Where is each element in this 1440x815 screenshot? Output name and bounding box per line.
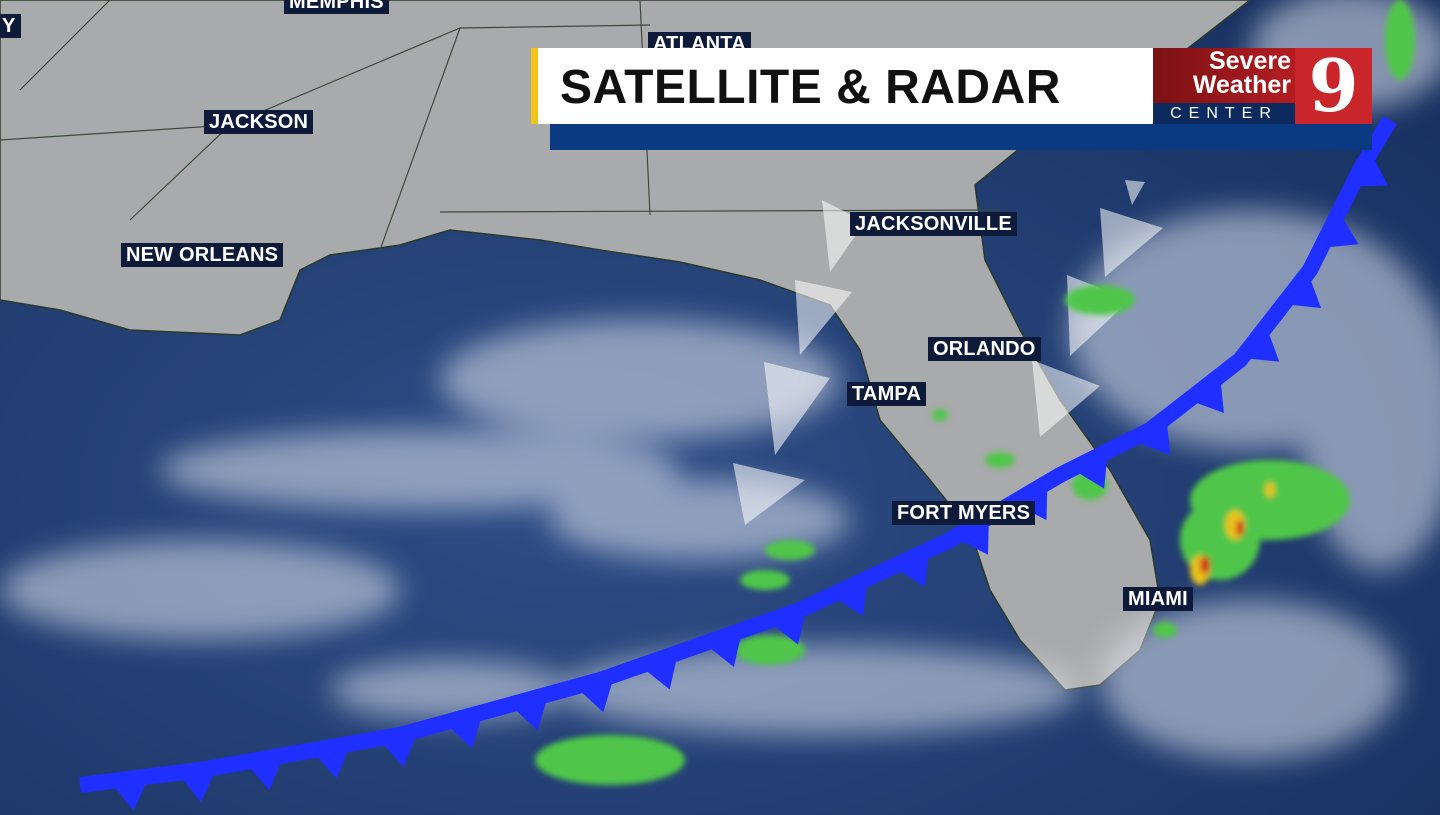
banner-title: SATELLITE & RADAR [560,61,1061,114]
city-label-partial: Y [0,14,21,38]
cold-front-triangle [704,630,743,668]
title-banner: SATELLITE & RADAR [531,48,1160,124]
cold-front-triangle [378,731,418,767]
state-borders [0,0,1001,251]
radar-echo [1200,556,1210,574]
city-label-tampa: TAMPA [847,382,927,406]
city-label-jackson: JACKSON [204,110,314,134]
radar-echo [1065,285,1135,315]
cold-front-triangle [244,755,284,791]
cold-front-triangle [893,549,930,588]
logo-line1: Severe [1208,47,1291,75]
cold-front-triangle [177,767,217,803]
cold-front-triangle [1188,375,1224,414]
cold-front-triangle [954,517,989,555]
radar-echo [1385,0,1415,80]
radar-echoes [535,0,1415,785]
severe-weather-center-logo: Severe Weather CENTER 9 [1153,48,1372,124]
logo-line3: CENTER [1153,103,1295,124]
cold-front-triangle [575,676,615,713]
cold-front-triangle [768,607,807,645]
city-label-miami: MIAMI [1123,587,1193,611]
city-label-jacksonville: JACKSONVILLE [850,212,1017,236]
cold-front-triangle [509,694,549,731]
city-label-fort-myers: FORT MYERS [892,501,1036,525]
logo-text-panel: Severe Weather CENTER [1153,48,1295,124]
radar-echo [765,540,815,560]
city-label-orlando: ORLANDO [928,337,1041,361]
cold-front-triangle [311,743,351,779]
radar-echo [985,452,1015,468]
cold-front-triangle [1134,417,1171,455]
city-label-memphis: MEMPHIS [284,0,389,14]
cold-front-triangle [831,578,868,616]
cold-front-triangle [640,652,678,690]
logo-channel-number: 9 [1295,48,1372,124]
cold-front-triangle [109,776,150,811]
cold-front-triangle [1071,451,1108,489]
radar-echo [740,570,790,590]
radar-echo [535,735,685,785]
radar-echo [1236,520,1244,536]
cold-front-triangle [1283,272,1321,308]
land-mass [0,0,1252,691]
radar-echo [1153,622,1177,638]
cold-front-triangle [1241,326,1280,362]
cold-front-triangle [1321,212,1359,248]
logo-line2: Weather [1192,71,1291,99]
radar-echo [735,635,805,665]
banner-underbar [550,124,1372,150]
radar-echo [1265,482,1275,498]
cold-front-triangle [1350,152,1388,187]
radar-echo [932,409,948,421]
cold-front-triangle [444,712,483,749]
city-label-new-orleans: NEW ORLEANS [121,243,284,267]
